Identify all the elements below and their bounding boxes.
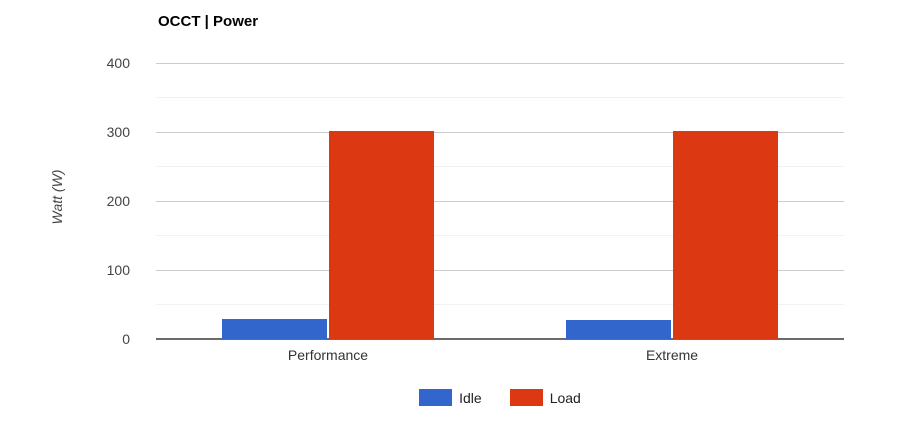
legend-swatch-icon <box>419 389 453 406</box>
x-axis-label: Performance <box>287 347 369 363</box>
gridline-minor <box>156 304 844 305</box>
y-tick-label: 200 <box>106 193 130 209</box>
gridline-major <box>156 200 844 202</box>
legend-swatch-icon <box>509 389 543 406</box>
y-tick-label: 100 <box>106 262 130 278</box>
gridline-major <box>156 131 844 133</box>
bar-idle-extreme <box>566 320 671 339</box>
gridline-minor <box>156 97 844 98</box>
y-axis-title: Watt (W) <box>49 169 65 225</box>
gridline-major <box>156 269 844 271</box>
gridline-minor <box>156 235 844 236</box>
x-axis-label: Extreme <box>645 347 699 363</box>
gridline-major <box>156 62 844 64</box>
legend-item-idle: Idle <box>419 389 482 406</box>
bar-load-extreme <box>673 131 778 339</box>
y-tick-label: 0 <box>122 331 130 347</box>
legend: Idle Load <box>156 389 844 406</box>
plot-area <box>156 62 844 340</box>
chart-title: OCCT | Power <box>158 13 259 30</box>
gridline-minor <box>156 166 844 167</box>
y-tick-label: 400 <box>106 55 130 71</box>
legend-label: Idle <box>459 389 482 406</box>
bar-load-performance <box>329 131 434 339</box>
legend-item-load: Load <box>509 389 581 406</box>
y-tick-label: 300 <box>106 124 130 140</box>
legend-label: Load <box>549 389 581 406</box>
x-axis-baseline <box>156 338 844 340</box>
bar-idle-performance <box>222 319 327 339</box>
